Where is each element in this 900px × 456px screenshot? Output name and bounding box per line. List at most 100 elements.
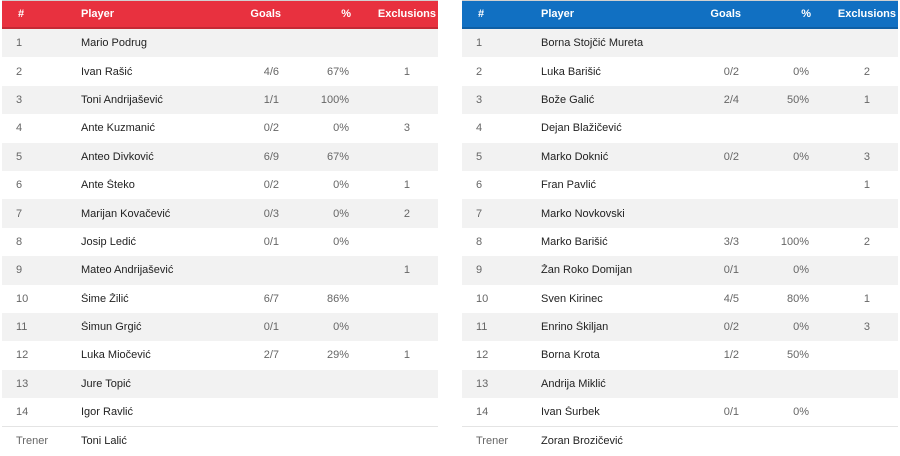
player-number: 5 xyxy=(476,150,483,163)
player-number: 4 xyxy=(16,122,23,135)
player-goals: 0/2 xyxy=(263,122,279,135)
player-name: Josip Ledić xyxy=(81,235,137,248)
player-name: Andrija Miklić xyxy=(541,377,606,390)
player-name: Enrino Škiljan xyxy=(541,321,609,334)
player-percent: 86% xyxy=(326,292,349,305)
table-row: 4 Ante Kuzmanić 0/2 0% 3 xyxy=(2,114,438,143)
player-name: Ante Šteko xyxy=(81,179,135,192)
player-number: 8 xyxy=(476,235,483,248)
table-body: 1 Mario Podrug 2 Ivan Rašić 4/6 67% 1 3 Toni And… xyxy=(2,29,438,427)
player-number: 8 xyxy=(16,235,23,248)
player-goals: 0/1 xyxy=(263,321,279,334)
table-row: 3 Bože Galić 2/4 50% 1 xyxy=(462,85,898,115)
player-number: 12 xyxy=(16,349,29,362)
player-name: Žan Roko Domijan xyxy=(541,264,633,277)
player-exclusions: 3 xyxy=(863,321,870,334)
table-row: 9 Žan Roko Domijan 0/1 0% xyxy=(462,256,898,285)
player-exclusions: 2 xyxy=(863,235,870,248)
player-percent: 50% xyxy=(786,93,809,106)
coach-label: Trener xyxy=(476,435,508,448)
header-player: Player xyxy=(81,8,115,20)
player-number: 6 xyxy=(16,179,23,192)
player-name: Anteo Divković xyxy=(81,150,154,163)
player-number: 10 xyxy=(16,292,29,305)
player-name: Borna Stojčić Mureta xyxy=(541,37,644,50)
player-percent: 100% xyxy=(320,93,349,106)
player-goals: 1/1 xyxy=(263,93,279,106)
table-row: 13 Jure Topić xyxy=(2,369,438,399)
player-percent: 0% xyxy=(793,150,809,163)
player-number: 11 xyxy=(476,321,488,334)
player-exclusions: 1 xyxy=(863,93,870,106)
player-name: Igor Ravlić xyxy=(81,406,133,419)
player-number: 12 xyxy=(476,349,489,362)
player-name: Luka Barišić xyxy=(541,65,601,78)
player-name: Dejan Blažičević xyxy=(541,122,622,135)
player-number: 4 xyxy=(476,122,483,135)
table-row: 2 Luka Barišić 0/2 0% 2 xyxy=(462,57,898,86)
player-name: Ante Kuzmanić xyxy=(81,122,155,135)
player-percent: 67% xyxy=(326,150,349,163)
table-body: 1 Borna Stojčić Mureta 2 Luka Barišić 0/2 0% 2… xyxy=(462,29,898,427)
player-number: 13 xyxy=(476,377,489,390)
player-number: 11 xyxy=(16,321,28,334)
table-row: 10 Šime Žilić 6/7 86% xyxy=(2,284,438,313)
player-name: Jure Topić xyxy=(81,377,131,390)
table-row: 1 Borna Stojčić Mureta xyxy=(462,29,898,58)
player-percent: 0% xyxy=(333,179,349,192)
player-goals: 3/3 xyxy=(723,235,739,248)
player-name: Marijan Kovačević xyxy=(81,207,171,220)
header-number: # xyxy=(478,8,485,20)
player-exclusions: 1 xyxy=(863,179,870,192)
table-row: 11 Šimun Grgić 0/1 0% xyxy=(2,312,438,342)
home-team-stats-table: # Player Goals % Exclusions 1 Mario Podru… xyxy=(2,0,438,455)
player-number: 9 xyxy=(476,264,483,277)
player-percent: 100% xyxy=(780,235,809,248)
coach-row: Trener Toni Lalić xyxy=(2,426,438,454)
player-number: 14 xyxy=(476,406,489,419)
player-goals: 0/1 xyxy=(723,406,739,419)
player-exclusions: 1 xyxy=(863,292,870,305)
player-name: Šime Žilić xyxy=(81,292,129,305)
table-row: 4 Dejan Blažičević xyxy=(462,114,898,143)
player-name: Marko Barišić xyxy=(541,235,608,248)
player-percent: 0% xyxy=(793,321,809,334)
player-number: 1 xyxy=(16,37,23,50)
header-goals: Goals xyxy=(250,8,281,20)
header-percent: % xyxy=(341,8,351,20)
player-goals: 4/6 xyxy=(263,65,279,78)
header-goals: Goals xyxy=(710,8,741,20)
player-exclusions: 1 xyxy=(403,65,410,78)
player-number: 3 xyxy=(476,93,483,106)
player-exclusions: 1 xyxy=(403,179,410,192)
coach-row: Trener Zoran Brozičević xyxy=(462,426,898,454)
player-name: Bože Galić xyxy=(541,93,595,106)
table-header: # Player Goals % Exclusions xyxy=(2,1,438,29)
player-goals: 0/1 xyxy=(263,235,279,248)
header-percent: % xyxy=(801,8,811,20)
table-row: 2 Ivan Rašić 4/6 67% 1 xyxy=(2,57,438,86)
table-row: 6 Ante Šteko 0/2 0% 1 xyxy=(2,170,438,200)
player-goals: 0/2 xyxy=(723,321,739,334)
coach-name: Zoran Brozičević xyxy=(541,435,623,448)
player-number: 2 xyxy=(16,65,23,78)
player-name: Ivan Šurbek xyxy=(541,406,600,419)
table-row: 12 Luka Miočević 2/7 29% 1 xyxy=(2,341,438,370)
player-number: 14 xyxy=(16,406,29,419)
player-name: Mario Podrug xyxy=(81,37,148,50)
player-goals: 0/2 xyxy=(263,179,279,192)
player-number: 7 xyxy=(16,207,23,220)
player-name: Marko Novkovski xyxy=(541,207,625,220)
player-exclusions: 1 xyxy=(403,264,410,277)
player-exclusions: 3 xyxy=(863,150,870,163)
header-number: # xyxy=(18,8,25,20)
header-player: Player xyxy=(541,8,575,20)
player-name: Luka Miočević xyxy=(81,349,151,362)
away-team-stats-table: # Player Goals % Exclusions 1 Borna Stojč… xyxy=(462,0,898,455)
player-percent: 0% xyxy=(793,65,809,78)
player-number: 6 xyxy=(476,179,483,192)
player-percent: 0% xyxy=(333,235,349,248)
table-row: 9 Mateo Andrijašević 1 xyxy=(2,256,438,285)
table-row: 8 Marko Barišić 3/3 100% 2 xyxy=(462,227,898,257)
